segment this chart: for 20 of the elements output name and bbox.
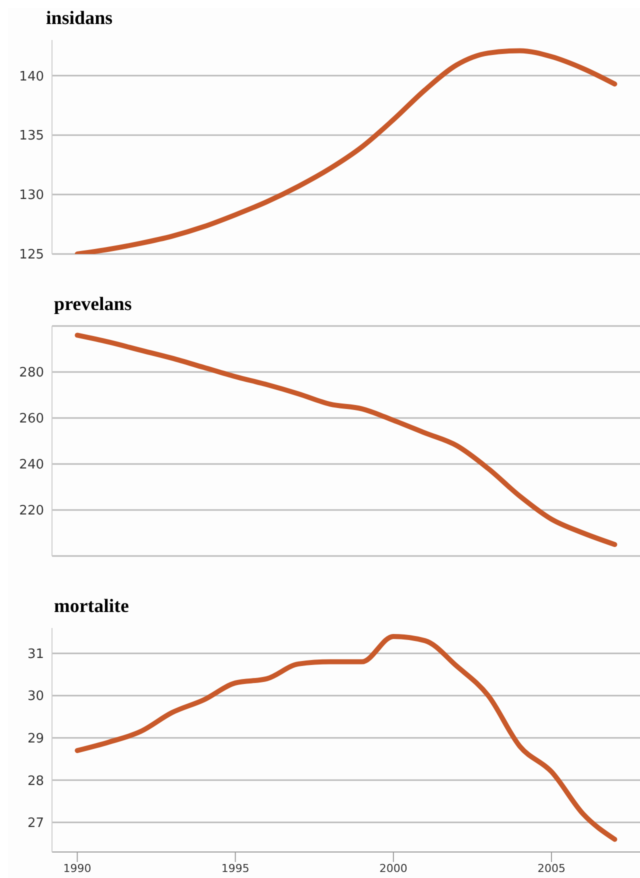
y-tick-label: 30 — [27, 689, 44, 704]
y-tick-label: 125 — [19, 248, 44, 263]
y-tick-label: 28 — [27, 774, 44, 789]
y-tick-label: 240 — [19, 458, 44, 473]
chart-title: mortalite — [54, 596, 130, 619]
y-tick-label: 140 — [19, 69, 44, 84]
x-tick-label: 1995 — [221, 862, 250, 875]
y-tick-label: 280 — [19, 366, 44, 381]
y-tick-label: 260 — [19, 412, 44, 427]
chart-title: prevelans — [54, 294, 133, 317]
chart-title: insidans — [46, 8, 114, 31]
y-tick-label: 29 — [27, 732, 44, 746]
x-tick-label: 1990 — [63, 862, 92, 875]
x-tick-label: 2000 — [379, 862, 408, 875]
y-tick-label: 135 — [19, 128, 44, 144]
y-tick-label: 220 — [19, 504, 44, 519]
y-tick-label: 130 — [19, 188, 44, 204]
y-tick-label: 27 — [27, 816, 44, 832]
y-tick-label: 31 — [27, 646, 44, 662]
x-tick-label: 2005 — [537, 862, 566, 875]
